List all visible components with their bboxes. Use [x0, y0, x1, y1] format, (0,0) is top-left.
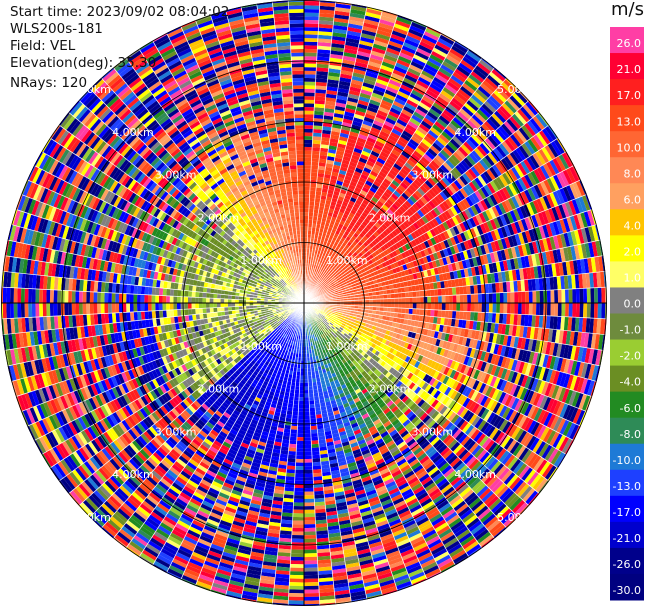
colorbar-tick-label: 17.0 — [617, 89, 642, 102]
colorbar-swatch — [610, 469, 644, 497]
range-ring-label: 5.00km — [497, 511, 539, 524]
colorbar-swatch — [610, 209, 644, 236]
colorbar-tick-label: -21.0 — [613, 532, 641, 545]
colorbar-tick-label: 10.0 — [617, 141, 642, 154]
elevation-label: Elevation(deg): 35.30 — [10, 55, 157, 71]
colorbar-swatch — [610, 417, 644, 445]
colorbar-tick-label: -4.0 — [620, 376, 641, 389]
colorbar-swatch — [610, 313, 644, 341]
colorbar-tick-label: 6.0 — [624, 193, 642, 206]
colorbar-tick-label: 26.0 — [617, 37, 642, 50]
range-ring-label: 1.00km — [326, 254, 368, 267]
colorbar: 26.0 21.0 17.0 13.0 10.0 8.0 6.0 4.0 2.0 1.0 0.0 -1… — [610, 27, 644, 601]
range-ring-label: 2.00km — [369, 383, 411, 396]
range-ring-label: 3.00km — [155, 425, 197, 438]
colorbar-swatch — [610, 547, 644, 575]
range-ring-labels: 1.00km 1.00km 1.00km 1.00km 2.00km 2.00km 2.00… — [69, 83, 538, 524]
nrays-label: NRays: 120 — [10, 75, 88, 91]
range-ring-label: 2.00km — [198, 211, 240, 224]
range-ring-label: 3.00km — [155, 169, 197, 182]
colorbar-tick-label: -2.0 — [620, 350, 641, 363]
instrument-label: WLS200s-181 — [10, 21, 103, 37]
range-ring-label: 4.00km — [454, 126, 496, 139]
range-ring-label: 3.00km — [412, 425, 454, 438]
colorbar-tick-label: 13.0 — [617, 115, 642, 128]
range-ring-label: 5.00km — [497, 83, 539, 96]
colorbar-swatch — [610, 183, 644, 210]
ppi-chart: 1.00km 1.00km 1.00km 1.00km 2.00km 2.00km 2.00… — [1, 0, 607, 606]
colorbar-tick-label: -17.0 — [613, 506, 641, 519]
colorbar-tick-label: 2.0 — [624, 246, 642, 259]
colorbar-units: m/s — [611, 0, 644, 20]
colorbar-tick-label: -8.0 — [620, 428, 641, 441]
colorbar-tick-label: -13.0 — [613, 480, 641, 493]
colorbar-swatch — [610, 53, 644, 80]
colorbar-tick-label: -6.0 — [620, 402, 641, 415]
colorbar-swatch — [610, 339, 644, 367]
colorbar-tick-label: 0.0 — [624, 298, 642, 311]
range-ring-label: 4.00km — [112, 126, 154, 139]
colorbar-swatch — [610, 157, 644, 184]
colorbar-swatch — [610, 391, 644, 419]
colorbar-swatch — [610, 443, 644, 471]
colorbar-swatch — [610, 521, 644, 549]
range-ring-label: 1.00km — [240, 340, 282, 353]
range-ring-label: 5.00km — [69, 83, 111, 96]
colorbar-swatch — [610, 365, 644, 393]
colorbar-swatch — [610, 261, 644, 288]
colorbar-tick-label: 8.0 — [624, 167, 642, 180]
colorbar-swatch — [610, 287, 644, 314]
range-ring-label: 4.00km — [454, 468, 496, 481]
colorbar-tick-label: 1.0 — [624, 272, 642, 285]
start-time-label: Start time: 2023/09/02 08:04:02 — [10, 4, 230, 20]
crosshair-axes — [1, 0, 607, 606]
colorbar-tick-label: 4.0 — [624, 219, 642, 232]
colorbar-swatch — [610, 79, 644, 106]
colorbar-swatch — [610, 573, 644, 601]
field-label: Field: VEL — [10, 38, 76, 54]
colorbar-swatch — [610, 105, 644, 132]
range-ring-label: 2.00km — [369, 211, 411, 224]
colorbar-tick-label: -30.0 — [613, 584, 641, 597]
colorbar-tick-label: 21.0 — [617, 63, 642, 76]
range-ring-label: 1.00km — [326, 340, 368, 353]
range-ring-label: 5.00km — [69, 511, 111, 524]
colorbar-swatch — [610, 131, 644, 158]
range-ring-label: 4.00km — [112, 468, 154, 481]
colorbar-swatch — [610, 495, 644, 523]
header-info: Start time: 2023/09/02 08:04:02 WLS200s-… — [10, 4, 229, 92]
colorbar-swatch — [610, 235, 644, 262]
colorbar-tick-label: -10.0 — [613, 454, 641, 467]
colorbar-tick-label: -26.0 — [613, 558, 641, 571]
range-ring-label: 2.00km — [198, 383, 240, 396]
range-ring-label: 3.00km — [412, 169, 454, 182]
range-ring-label: 1.00km — [240, 254, 282, 267]
colorbar-tick-label: -1.0 — [620, 324, 641, 337]
colorbar-swatch — [610, 27, 644, 54]
